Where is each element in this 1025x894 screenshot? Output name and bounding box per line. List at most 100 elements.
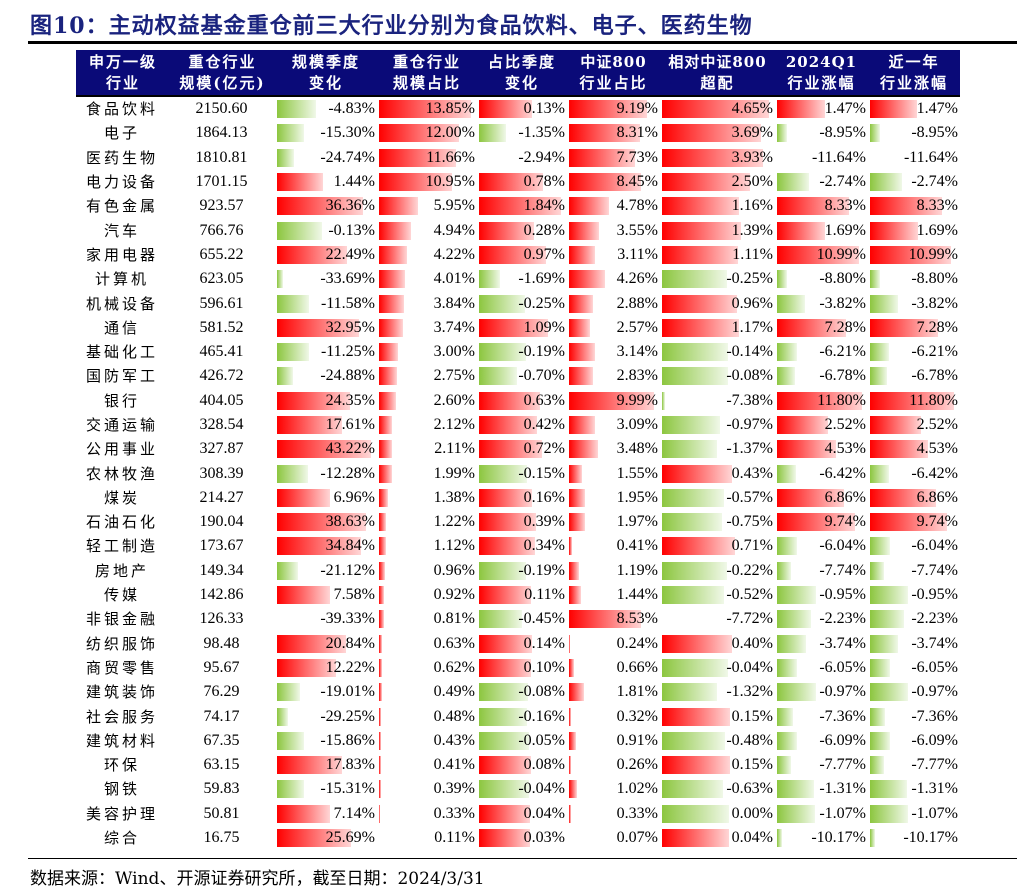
- data-bar: [379, 367, 397, 386]
- cell-text: -0.08%: [726, 367, 773, 385]
- cell-text: -2.23%: [911, 610, 958, 628]
- industry-name: 农林牧渔: [76, 464, 170, 484]
- cell-value: 4.53%: [868, 439, 960, 459]
- cell-text: 家用电器: [85, 245, 158, 264]
- data-bar: [569, 561, 579, 580]
- cell-text: -15.31%: [320, 780, 375, 798]
- cell-value: -3.74%: [868, 634, 960, 654]
- cell-text: 11.66%: [426, 148, 475, 166]
- cell-value: -1.37%: [660, 439, 775, 459]
- data-bar: [777, 804, 816, 823]
- data-bar: [777, 294, 806, 313]
- cell-text: -0.97%: [911, 683, 958, 701]
- data-bar: [379, 586, 385, 605]
- cell-value: 3.93%: [660, 148, 775, 168]
- cell-value: 6.96%: [275, 488, 377, 508]
- cell-text: -15.86%: [320, 731, 375, 749]
- cell-value: 0.97%: [477, 245, 567, 265]
- cell-value: 3.09%: [567, 415, 660, 435]
- column-header: 规模季度 变化: [275, 50, 377, 95]
- table-row: 食品饮料 2150.60 -4.83% 13.85% 0.13% 9.19% 4.65% 1.…: [76, 97, 960, 121]
- divider: [28, 41, 1017, 44]
- industry-name: 汽车: [76, 221, 170, 241]
- cell-text: -7.72%: [726, 610, 773, 628]
- cell-value: -0.97%: [868, 682, 960, 702]
- cell-value: 3.55%: [567, 221, 660, 241]
- cell-text: -0.25%: [726, 270, 773, 288]
- cell-text: -6.42%: [911, 464, 958, 482]
- cell-value: 0.11%: [477, 585, 567, 605]
- cell-text: 1.22%: [433, 513, 475, 531]
- cell-text: 623.05: [199, 270, 244, 288]
- figure-title: 图10：主动权益基金重仓前三大行业分别为食品饮料、电子、医药生物: [30, 13, 753, 39]
- cell-value: -6.04%: [868, 536, 960, 556]
- cell-value: 3.84%: [377, 294, 477, 314]
- cell-value: 0.96%: [660, 294, 775, 314]
- cell-text: -6.09%: [911, 731, 958, 749]
- cell-text: -21.12%: [320, 561, 375, 579]
- cell-text: 0.48%: [433, 707, 475, 725]
- data-bar: [277, 343, 309, 362]
- cell-value: 0.11%: [377, 828, 477, 848]
- cell-value: -11.58%: [275, 294, 377, 314]
- cell-text: 0.43%: [433, 731, 475, 749]
- data-bar: [870, 318, 938, 337]
- cell-value: 0.66%: [567, 658, 660, 678]
- cell-text: 0.07%: [616, 829, 658, 847]
- table-header: 申万一级 行业 重仓行业 规模(亿元) 规模季度 变化 重仓行业 规模占比 占比季度 变化 中证80…: [76, 50, 960, 97]
- data-bar: [479, 270, 501, 289]
- cell-text: -6.05%: [911, 658, 958, 676]
- data-bar: [569, 731, 577, 750]
- cell-value: 3.00%: [377, 342, 477, 362]
- industry-name: 家用电器: [76, 245, 170, 265]
- cell-text: 25.69%: [325, 829, 375, 847]
- cell-text: -8.95%: [819, 124, 866, 142]
- data-bar: [870, 731, 890, 750]
- cell-value: 1.12%: [377, 536, 477, 556]
- data-bar: [379, 391, 396, 410]
- cell-text: 0.10%: [523, 658, 565, 676]
- cell-value: 2.83%: [567, 366, 660, 386]
- data-bar: [777, 586, 816, 605]
- cell-text: 2.11%: [434, 440, 475, 458]
- cell-text: 327.87: [199, 440, 244, 458]
- cell-text: 建筑材料: [85, 731, 158, 750]
- data-bar: [479, 756, 531, 775]
- cell-text: -0.25%: [518, 294, 565, 312]
- cell-value: -0.04%: [660, 658, 775, 678]
- cell-text: 0.96%: [433, 561, 475, 579]
- cell-value: 3.14%: [567, 342, 660, 362]
- data-bar: [662, 829, 730, 848]
- cell-value: 11.80%: [775, 391, 868, 411]
- data-bar: [379, 537, 386, 556]
- data-bar: [777, 488, 845, 507]
- data-bar: [870, 707, 886, 726]
- data-bar: [379, 100, 471, 119]
- cell-value: 0.63%: [477, 391, 567, 411]
- cell-text: 0.03%: [523, 829, 565, 847]
- cell-value: 7.28%: [775, 318, 868, 338]
- cell-value: -1.07%: [868, 804, 960, 824]
- cell-text: 6.86%: [824, 488, 866, 506]
- cell-text: 1.12%: [433, 537, 475, 555]
- cell-text: -1.31%: [819, 780, 866, 798]
- cell-text: 5.95%: [433, 197, 475, 215]
- data-bar: [479, 416, 537, 434]
- cell-text: 3.55%: [616, 221, 658, 239]
- cell-value: 0.39%: [377, 779, 477, 799]
- cell-text: 10.99%: [816, 245, 866, 263]
- data-bar: [277, 707, 289, 726]
- cell-text: 1.81%: [616, 683, 658, 701]
- cell-value: -1.35%: [477, 123, 567, 143]
- cell-value: 0.71%: [660, 536, 775, 556]
- cell-text: -0.97%: [726, 416, 773, 433]
- data-bar: [569, 780, 578, 799]
- cell-value: -7.38%: [660, 391, 775, 411]
- cell-text: 4.22%: [433, 245, 475, 263]
- data-bar: [479, 173, 543, 192]
- data-bar: [870, 197, 942, 216]
- column-header-line: 中证800: [580, 53, 647, 71]
- data-bar: [479, 464, 527, 483]
- cell-value: -33.69%: [275, 269, 377, 289]
- cell-value: -0.08%: [477, 682, 567, 702]
